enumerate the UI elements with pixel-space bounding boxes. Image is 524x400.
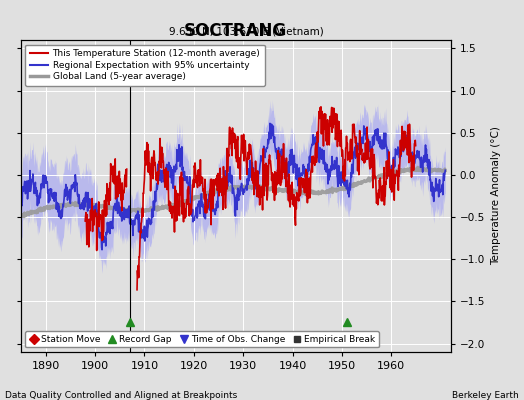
Text: 9.650 N, 103.670 E (Vietnam): 9.650 N, 103.670 E (Vietnam)	[169, 26, 324, 36]
Legend: Station Move, Record Gap, Time of Obs. Change, Empirical Break: Station Move, Record Gap, Time of Obs. C…	[26, 331, 379, 348]
Y-axis label: Temperature Anomaly (°C): Temperature Anomaly (°C)	[490, 126, 500, 266]
Text: Data Quality Controlled and Aligned at Breakpoints: Data Quality Controlled and Aligned at B…	[5, 391, 237, 400]
Text: Berkeley Earth: Berkeley Earth	[452, 391, 519, 400]
Title: SOCTRANG: SOCTRANG	[184, 22, 287, 40]
